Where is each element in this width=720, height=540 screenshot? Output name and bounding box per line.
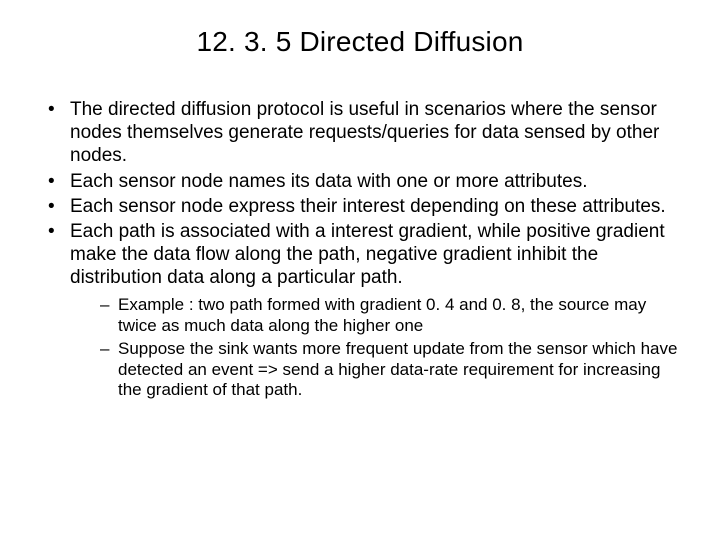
bullet-item: Each path is associated with a interest … [46,220,680,401]
sub-bullet-text: Example : two path formed with gradient … [118,295,646,335]
bullet-text: Each sensor node express their interest … [70,196,666,217]
bullet-item: Each sensor node names its data with one… [46,170,680,193]
sub-bullet-list: Example : two path formed with gradient … [70,295,680,401]
sub-bullet-text: Suppose the sink wants more frequent upd… [118,339,677,399]
bullet-item: The directed diffusion protocol is usefu… [46,98,680,168]
bullet-item: Each sensor node express their interest … [46,195,680,218]
bullet-list: The directed diffusion protocol is usefu… [36,98,684,401]
bullet-text: Each sensor node names its data with one… [70,171,588,192]
slide-title: 12. 3. 5 Directed Diffusion [36,26,684,58]
bullet-text: The directed diffusion protocol is usefu… [70,99,659,166]
sub-bullet-item: Suppose the sink wants more frequent upd… [100,339,680,401]
bullet-text: Each path is associated with a interest … [70,221,665,288]
sub-bullet-item: Example : two path formed with gradient … [100,295,680,336]
slide: 12. 3. 5 Directed Diffusion The directed… [0,0,720,540]
